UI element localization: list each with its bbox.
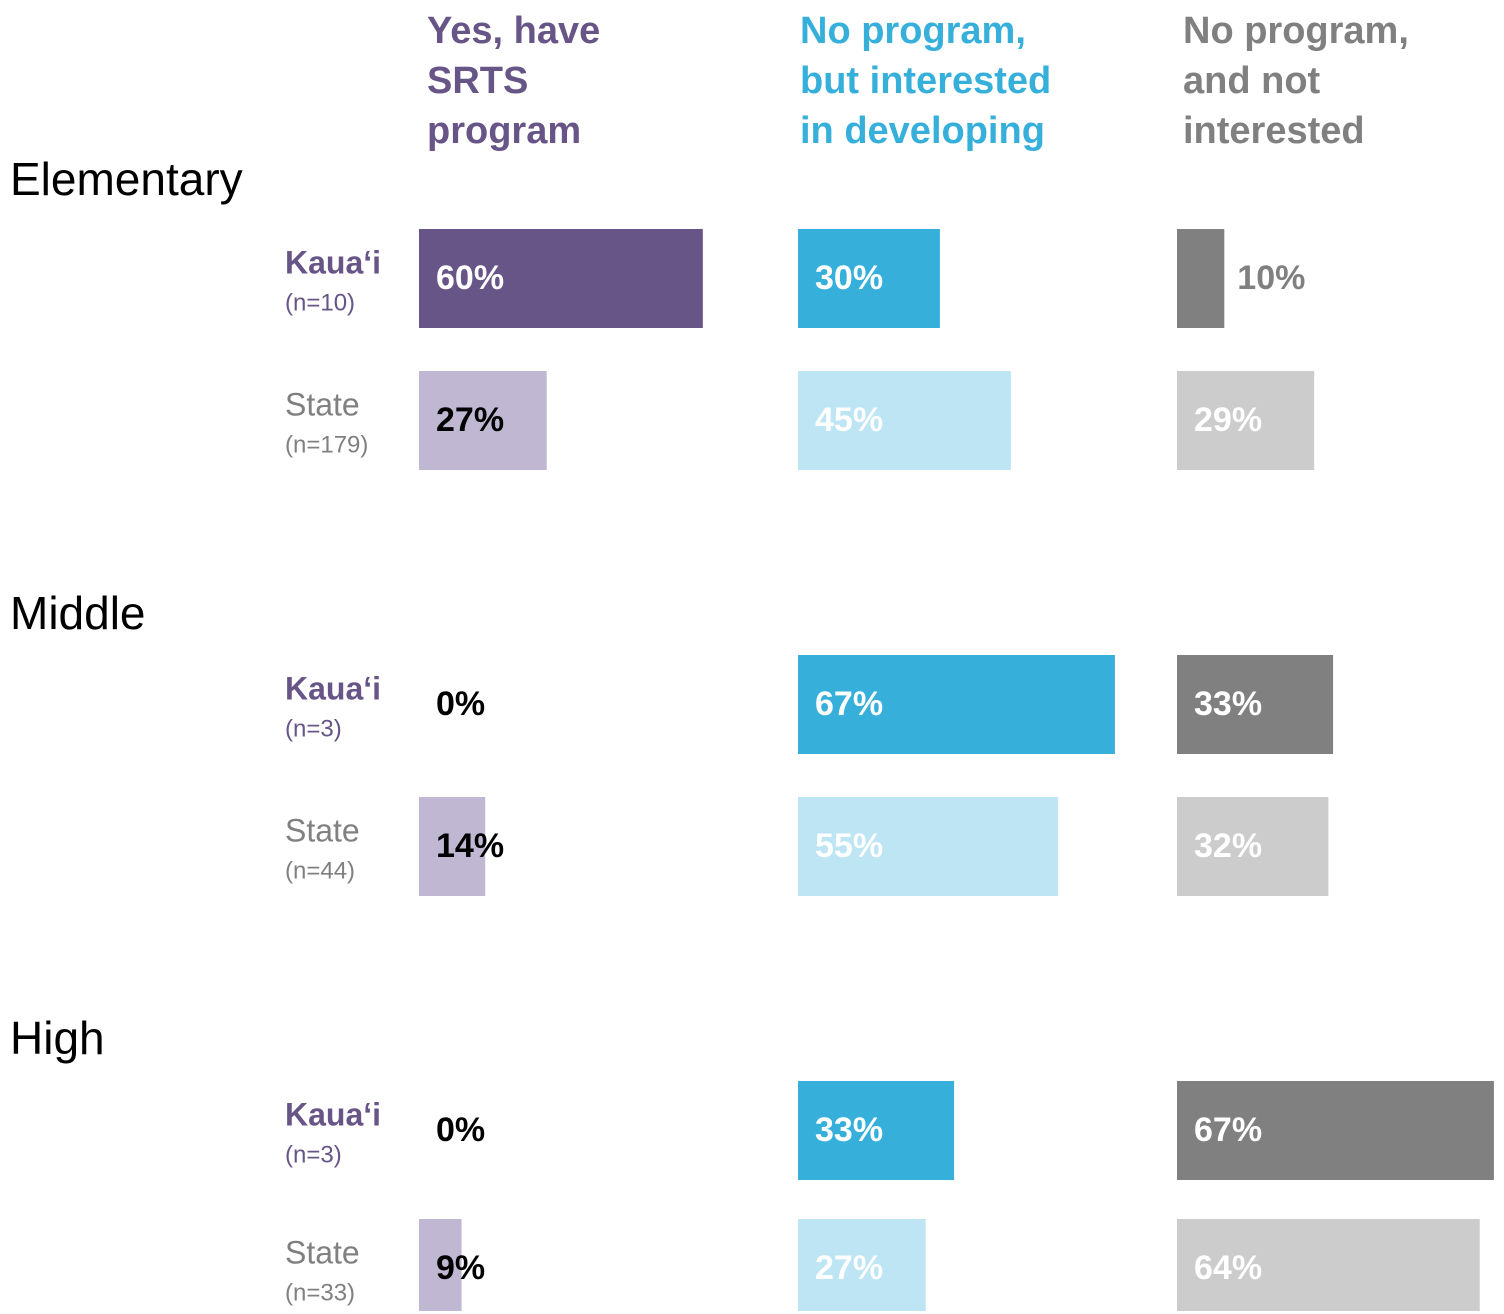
bar — [798, 371, 1011, 470]
bar — [1177, 1219, 1480, 1311]
bar — [1177, 797, 1329, 896]
value-label: 0% — [436, 1111, 485, 1149]
bar — [419, 1219, 462, 1311]
bar — [798, 655, 1115, 754]
value-label: 33% — [815, 1111, 883, 1149]
value-label: 27% — [815, 1249, 883, 1287]
bar — [419, 797, 486, 896]
column-header: but interested — [800, 60, 1051, 102]
bar — [798, 1081, 955, 1180]
value-label: 14% — [436, 827, 504, 865]
column-header: No program, — [800, 10, 1026, 52]
column-header: and not — [1183, 60, 1321, 102]
value-label: 55% — [815, 827, 883, 865]
row-label: Kaua‘i — [285, 244, 381, 280]
bar — [1177, 1081, 1494, 1180]
bar — [1177, 371, 1315, 470]
bar — [798, 1219, 926, 1311]
column-header: Yes, have — [427, 10, 600, 52]
value-label: 45% — [815, 401, 883, 439]
row-label: Kaua‘i — [285, 670, 381, 706]
value-label: 33% — [1194, 685, 1262, 723]
value-label: 32% — [1194, 827, 1262, 865]
value-label: 0% — [436, 685, 485, 723]
column-header: No program, — [1183, 10, 1409, 52]
bar — [1177, 229, 1225, 328]
group-title: Middle — [10, 587, 146, 639]
value-label: 30% — [815, 259, 883, 297]
bar — [1177, 655, 1334, 754]
column-header: program — [427, 110, 581, 152]
value-label: 64% — [1194, 1249, 1262, 1287]
row-label: Kaua‘i — [285, 1096, 381, 1132]
row-n: (n=44) — [285, 857, 355, 884]
row-label: State — [285, 812, 360, 848]
group-title: Elementary — [10, 153, 243, 205]
bar — [419, 229, 703, 328]
row-n: (n=33) — [285, 1279, 355, 1306]
column-header: interested — [1183, 110, 1365, 152]
row-n: (n=10) — [285, 289, 355, 316]
bar — [798, 229, 940, 328]
row-n: (n=179) — [285, 431, 368, 458]
value-label: 27% — [436, 401, 504, 439]
row-n: (n=3) — [285, 715, 342, 742]
row-label: State — [285, 386, 360, 422]
value-label: 60% — [436, 259, 504, 297]
value-label: 67% — [815, 685, 883, 723]
group-title: High — [10, 1012, 105, 1064]
value-label: 67% — [1194, 1111, 1262, 1149]
value-label: 29% — [1194, 401, 1262, 439]
bar — [798, 797, 1059, 896]
row-n: (n=3) — [285, 1141, 342, 1168]
value-label: 9% — [436, 1249, 485, 1287]
column-header: in developing — [800, 110, 1045, 152]
bar — [419, 371, 547, 470]
column-header: SRTS — [427, 60, 528, 102]
value-label: 10% — [1237, 259, 1305, 297]
row-label: State — [285, 1234, 360, 1270]
